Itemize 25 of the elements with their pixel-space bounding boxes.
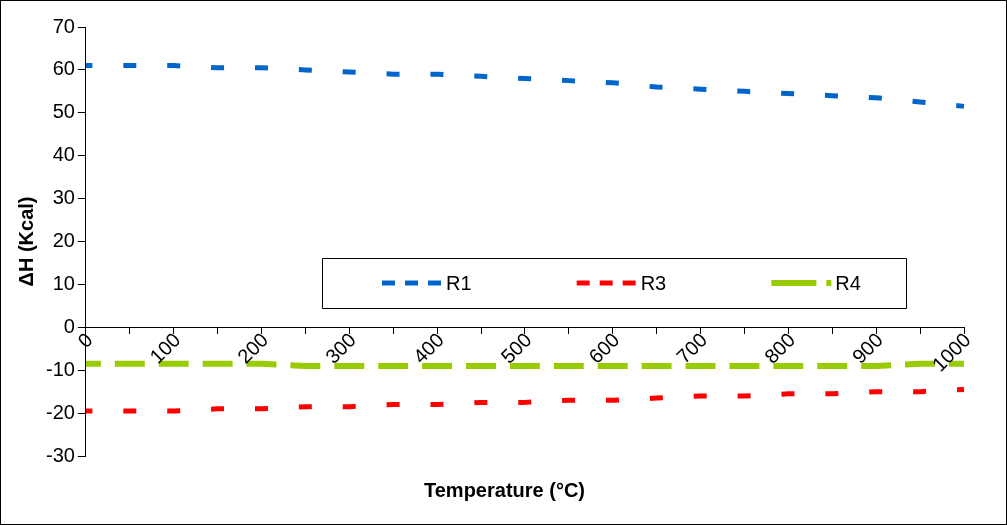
y-tick-label: 50 (52, 100, 75, 123)
y-tick-label: -10 (46, 357, 75, 380)
legend-label: R4 (835, 271, 861, 294)
x-tick-label: 700 (672, 328, 712, 368)
y-tick-label: 70 (52, 14, 75, 37)
x-tick-label: 900 (847, 328, 887, 368)
legend-label: R3 (640, 271, 667, 294)
y-tick-label: -20 (46, 400, 75, 423)
y-tick-label: 60 (52, 57, 75, 80)
x-tick-label: 600 (584, 328, 624, 368)
x-tick-label: 400 (408, 328, 448, 368)
x-tick-label: 300 (320, 328, 361, 368)
y-tick-label: 20 (52, 229, 75, 252)
y-tick-label: 0 (63, 314, 75, 337)
x-tick-label: 100 (145, 328, 185, 368)
x-tick-label: 800 (759, 328, 800, 368)
y-axis-title: ΔH (Kcal) (14, 196, 37, 287)
x-tick-label: 500 (496, 328, 536, 368)
x-tick-label: 200 (233, 328, 273, 368)
y-tick-label: -30 (46, 443, 75, 466)
legend-label: R1 (446, 271, 472, 294)
y-tick-label: 10 (52, 271, 75, 294)
x-axis-title: Temperature (°C) (423, 479, 586, 502)
y-tick-label: 40 (52, 143, 75, 166)
y-tick-label: 30 (52, 186, 75, 209)
